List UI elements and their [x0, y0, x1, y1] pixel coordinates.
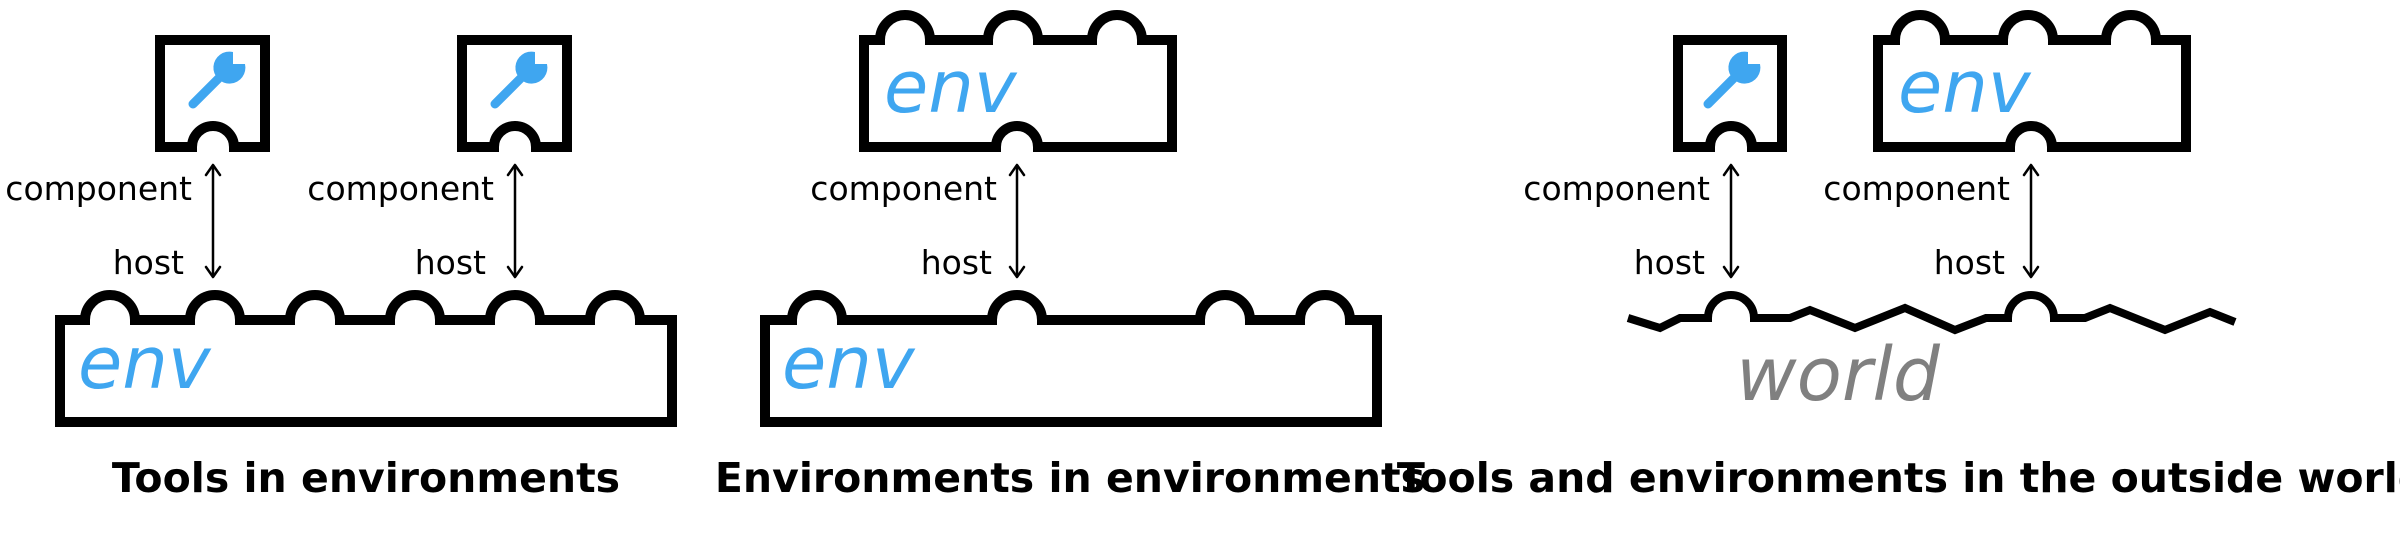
component-label: component — [5, 169, 192, 208]
connection-arrow — [204, 163, 222, 279]
connection-arrow — [1722, 163, 1740, 279]
host-label: host — [1634, 243, 1705, 282]
connection-arrow — [1008, 163, 1026, 279]
host-label: host — [1934, 243, 2005, 282]
connection-arrow — [2022, 163, 2040, 279]
component-label: component — [1523, 169, 1710, 208]
host-label: host — [921, 243, 992, 282]
panel-caption: Tools in environments — [112, 454, 620, 502]
panel-caption: Tools and environments in the outside wo… — [1397, 454, 2400, 502]
connection-arrow — [506, 163, 524, 279]
component-environment-box: env — [859, 10, 1177, 152]
panel-tools-and-environments-in-world: env component host component host world … — [1397, 10, 2400, 502]
host-label: host — [113, 243, 184, 282]
component-label: component — [1823, 169, 2010, 208]
host-label: host — [415, 243, 486, 282]
env-label: env — [78, 321, 212, 405]
panel-caption: Environments in environments — [715, 454, 1425, 502]
env-label: env — [782, 321, 916, 405]
component-environment-box: env — [1873, 10, 2191, 152]
world-ground-line — [1626, 291, 2237, 335]
tool-component-box — [155, 35, 270, 152]
host-environment-box: env — [55, 290, 677, 427]
env-label: env — [884, 45, 1018, 129]
tool-component-box — [457, 35, 572, 152]
env-label: env — [1898, 45, 2032, 129]
host-environment-box: env — [760, 290, 1382, 427]
world-label: world — [1736, 332, 1941, 418]
component-label: component — [810, 169, 997, 208]
panel-environments-in-environments: env component host env Environments in e… — [715, 10, 1425, 502]
component-label: component — [307, 169, 494, 208]
panel-tools-in-environments: component host component host env Tools … — [5, 35, 677, 502]
tool-component-box — [1673, 35, 1787, 152]
